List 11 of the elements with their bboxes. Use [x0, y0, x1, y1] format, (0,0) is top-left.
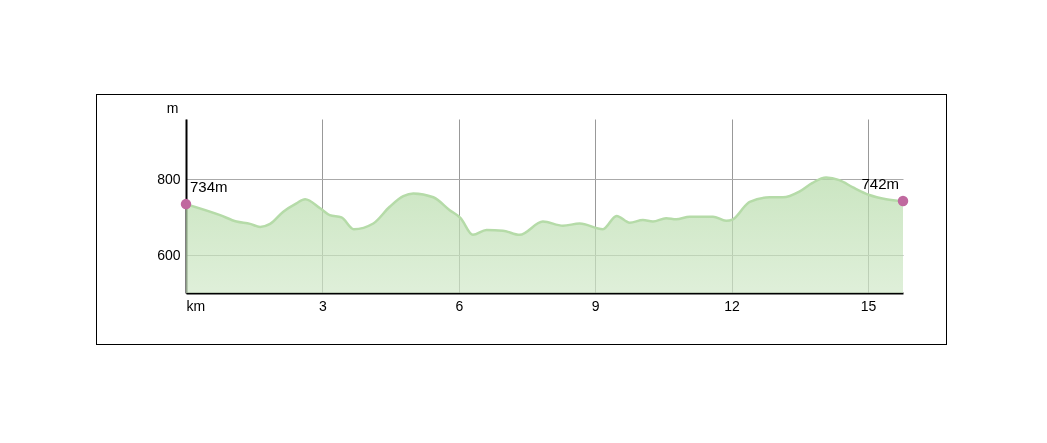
y-tick-label: 600: [157, 246, 181, 263]
x-tick-label: km: [186, 297, 206, 314]
y-axis-title: m: [166, 99, 179, 116]
x-tick-label: 15: [860, 297, 877, 314]
x-tick-label: 12: [724, 297, 741, 314]
x-tick-label: 6: [455, 297, 464, 314]
annotation: 734m: [190, 178, 228, 196]
x-tick-label: 3: [319, 297, 327, 314]
y-tick-label: 800: [157, 170, 181, 187]
annotation: 742m: [861, 175, 899, 193]
x-tick-label: 9: [591, 297, 600, 314]
